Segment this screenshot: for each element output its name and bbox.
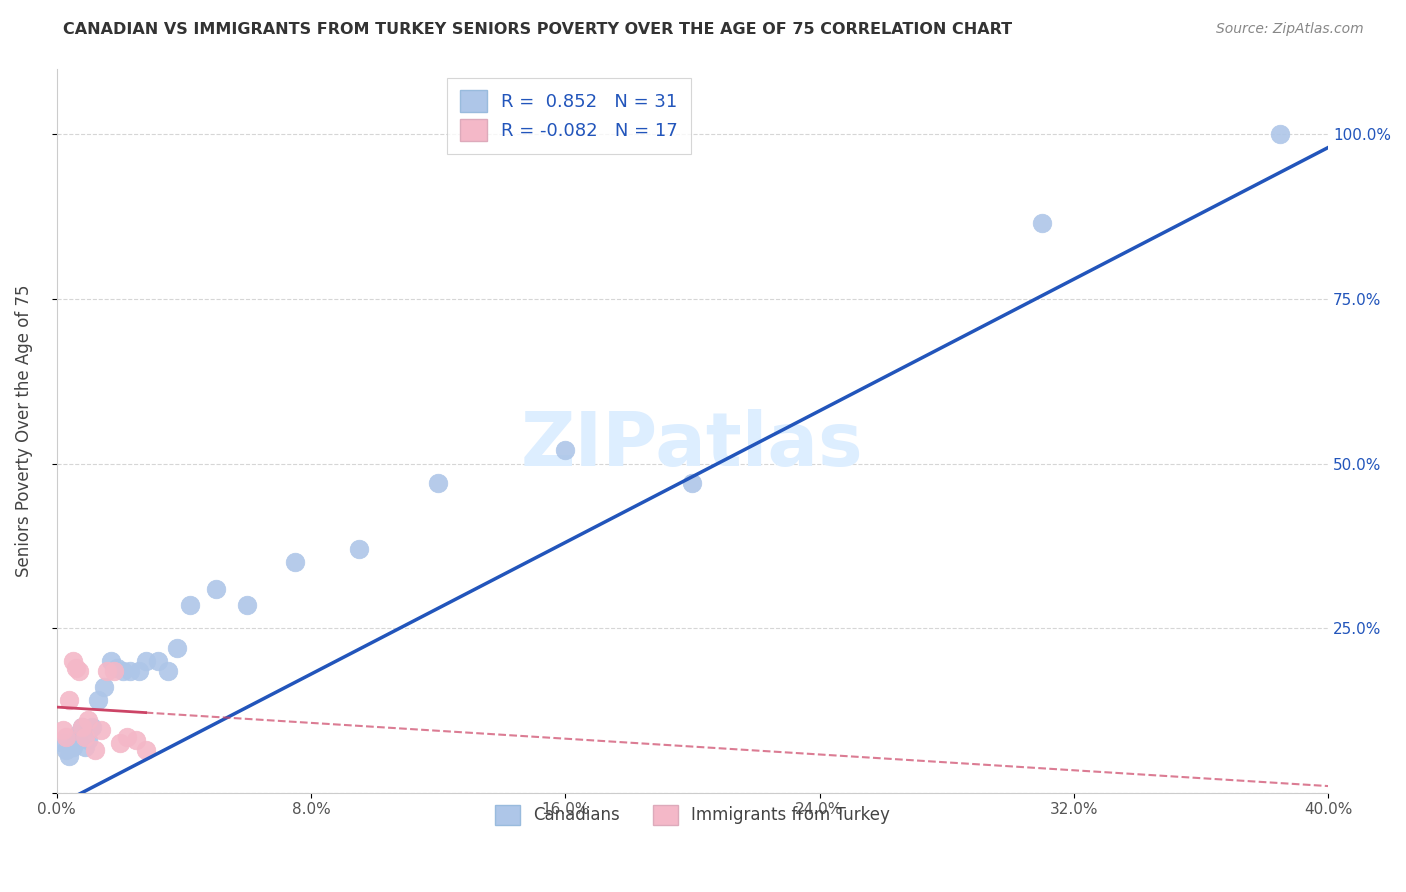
Point (58, 693, 80, 707)
Point (204, 582, 226, 596)
Point (108, 736, 131, 750)
Point (96, 664, 118, 678)
Point (75, 739, 97, 754)
Point (62, 739, 84, 754)
Point (75, 730, 97, 744)
Point (55, 730, 77, 744)
Point (70, 720, 93, 734)
Point (52, 736, 75, 750)
Point (77, 733, 100, 747)
Legend: Canadians, Immigrants from Turkey: Canadians, Immigrants from Turkey (485, 795, 900, 835)
Point (93, 681, 115, 695)
Point (156, 664, 179, 678)
Point (58, 749, 80, 764)
Point (118, 664, 141, 678)
Point (87, 693, 110, 707)
Point (135, 743, 157, 757)
Point (1270, 128, 1292, 142)
Text: CANADIAN VS IMMIGRANTS FROM TURKEY SENIORS POVERTY OVER THE AGE OF 75 CORRELATIO: CANADIAN VS IMMIGRANTS FROM TURKEY SENIO… (63, 22, 1012, 37)
Point (125, 733, 148, 747)
Point (90, 723, 112, 738)
Point (347, 542, 370, 557)
Text: ZIPatlas: ZIPatlas (522, 409, 863, 482)
Point (103, 664, 125, 678)
Point (105, 660, 128, 674)
Point (112, 664, 135, 678)
Point (148, 654, 170, 668)
Point (62, 654, 84, 668)
Point (236, 598, 259, 612)
Text: Source: ZipAtlas.com: Source: ZipAtlas.com (1216, 22, 1364, 37)
Point (77, 713, 100, 727)
Point (427, 476, 450, 491)
Point (55, 743, 77, 757)
Point (100, 654, 122, 668)
Point (52, 723, 75, 738)
Point (554, 443, 576, 458)
Point (70, 720, 93, 734)
Point (166, 640, 188, 655)
Point (128, 664, 150, 678)
Point (65, 660, 87, 674)
Point (80, 720, 103, 734)
Point (65, 733, 87, 747)
Point (67, 726, 90, 740)
Point (67, 664, 90, 678)
Point (1031, 216, 1053, 230)
Point (179, 598, 201, 612)
Point (83, 743, 105, 757)
Point (135, 654, 157, 668)
Y-axis label: Seniors Poverty Over the Age of 75: Seniors Poverty Over the Age of 75 (15, 285, 32, 577)
Point (284, 555, 307, 569)
Point (681, 476, 703, 491)
Point (115, 730, 138, 744)
